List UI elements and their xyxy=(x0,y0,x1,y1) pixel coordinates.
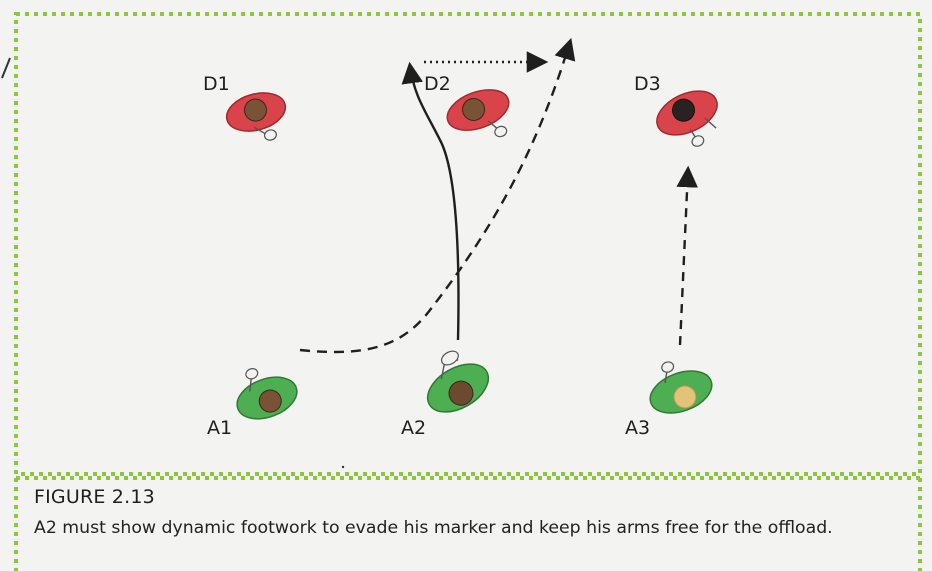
figure-caption-block: FIGURE 2.13 A2 must show dynamic footwor… xyxy=(34,486,914,538)
pitch-border xyxy=(14,12,922,476)
figure-title: FIGURE 2.13 xyxy=(34,486,155,508)
attacker-a3 xyxy=(649,361,713,414)
a3-run-dashed-line xyxy=(676,165,698,346)
defender-d1 xyxy=(225,92,287,141)
defender-d3 xyxy=(656,90,718,147)
label-d2: D2 xyxy=(424,73,451,95)
a2-head xyxy=(448,380,474,406)
a1-hand xyxy=(245,368,259,380)
d1-hand xyxy=(263,129,277,141)
d2-hand xyxy=(494,125,508,138)
d3-head xyxy=(671,98,695,122)
a1-support-dashed-line xyxy=(299,37,576,354)
d3-hand xyxy=(691,135,705,147)
label-a1: A1 xyxy=(207,417,232,439)
a2-hand xyxy=(440,350,459,366)
a3-hand xyxy=(661,361,675,373)
d2-head xyxy=(462,97,486,121)
a1-head xyxy=(258,389,282,413)
attacker-a2 xyxy=(426,350,490,413)
label-a2: A2 xyxy=(401,417,426,439)
figure-caption: A2 must show dynamic footwork to evade h… xyxy=(34,518,833,538)
pitch-speck xyxy=(341,465,345,469)
defender-d2 xyxy=(446,89,510,138)
d1-head xyxy=(243,98,267,122)
label-d3: D3 xyxy=(634,73,661,95)
a3-head xyxy=(673,385,697,409)
label-a3: A3 xyxy=(625,417,650,439)
corner-mark xyxy=(1,57,11,79)
label-d1: D1 xyxy=(203,73,230,95)
attacker-a1 xyxy=(236,368,298,420)
